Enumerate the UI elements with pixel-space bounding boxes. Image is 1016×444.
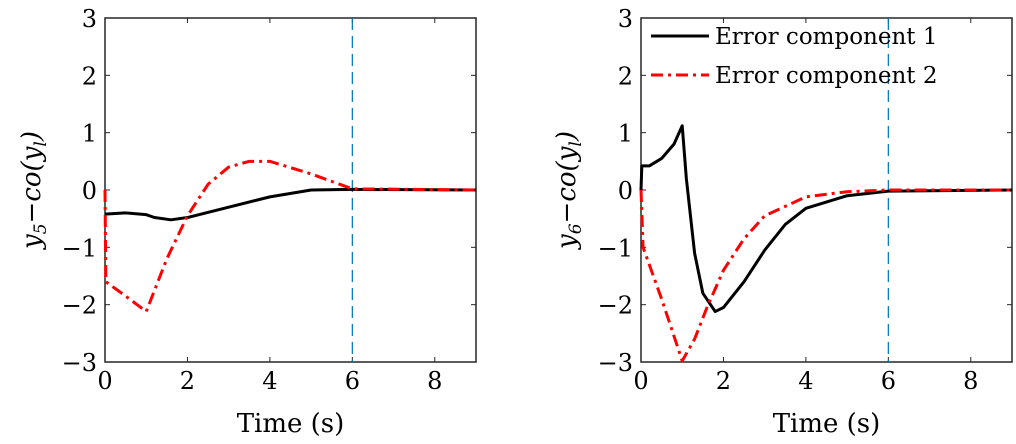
y-axis-label: y6−co(yl)	[552, 131, 586, 250]
x-tick-label: 6	[345, 367, 360, 395]
y-tick-label: 0	[82, 177, 97, 205]
x-tick-label: 6	[881, 367, 896, 395]
y-tick-label: 3	[618, 5, 633, 33]
y-tick-label: 2	[82, 62, 97, 90]
chart-1: 0 2 4 6 8 −3 −2 −1 0 1 2 3 Time (s) y5−co(yl)	[17, 5, 477, 439]
legend: Error component 1 Error component 2	[651, 24, 937, 89]
y-tick-label: −2	[598, 292, 633, 320]
series-line-1	[639, 124, 1013, 314]
x-tick-label: 0	[97, 367, 112, 395]
series-line-2	[103, 159, 477, 314]
x-tick-label: 4	[798, 367, 813, 395]
y-tick-label: 3	[82, 5, 97, 33]
y-tick-label: −1	[62, 234, 97, 262]
series-line-2	[639, 188, 1012, 363]
y-tick-label: −3	[598, 349, 633, 377]
y-tick-label: 2	[618, 62, 633, 90]
legend-entry: Error component 1	[715, 24, 937, 50]
x-tick-label: 4	[262, 367, 277, 395]
x-tick-label: 2	[180, 367, 195, 395]
y-tick-label: −2	[62, 292, 97, 320]
y-axis-label: y5−co(yl)	[17, 131, 51, 250]
chart-2: 0 2 4 6 8 −3 −2 −1 0 1 2 3 Time (s) y6−co(yl) Error co…	[552, 5, 1013, 439]
y-tick-label: 0	[618, 177, 633, 205]
legend-entry: Error component 2	[715, 63, 937, 89]
x-axis-label: Time (s)	[773, 409, 881, 439]
x-axis-label: Time (s)	[237, 409, 345, 439]
x-tick-label: 8	[963, 367, 978, 395]
x-tick-label: 0	[633, 367, 648, 395]
y-tick-label: 1	[618, 120, 633, 148]
y-tick-label: 1	[82, 120, 97, 148]
x-tick-label: 2	[716, 367, 731, 395]
y-tick-label: −3	[62, 349, 97, 377]
y-tick-label: −1	[598, 234, 633, 262]
x-tick-label: 8	[427, 367, 442, 395]
